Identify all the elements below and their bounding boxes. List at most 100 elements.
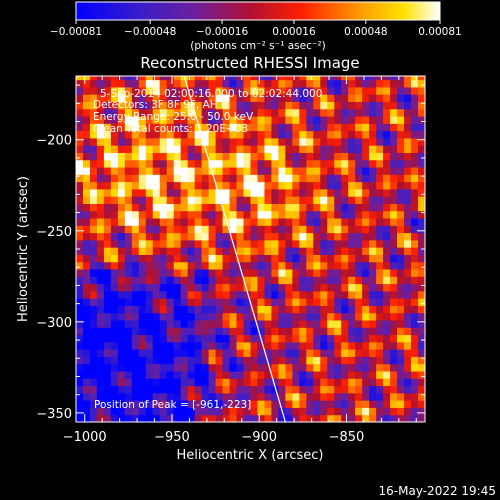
heatmap-cell bbox=[215, 407, 224, 416]
heatmap-cell bbox=[229, 232, 238, 241]
heatmap-cell bbox=[117, 203, 126, 212]
heatmap-cell bbox=[285, 261, 293, 270]
heatmap-cell bbox=[222, 108, 231, 117]
heatmap-cell bbox=[397, 145, 405, 153]
heatmap-cell bbox=[418, 341, 425, 350]
heatmap-cell bbox=[292, 320, 300, 328]
heatmap-cell bbox=[285, 174, 293, 183]
heatmap-cell bbox=[264, 76, 272, 81]
heatmap-cell bbox=[376, 327, 384, 336]
heatmap-cell bbox=[187, 137, 196, 146]
heatmap-cell bbox=[418, 356, 425, 365]
heatmap-cell bbox=[229, 225, 238, 234]
heatmap-cell bbox=[250, 203, 258, 212]
heatmap-cell bbox=[110, 123, 119, 132]
heatmap-cell bbox=[180, 407, 189, 416]
heatmap-cell bbox=[390, 247, 398, 255]
heatmap-cell bbox=[243, 378, 251, 387]
heatmap-cell bbox=[299, 181, 307, 190]
heatmap-cell bbox=[215, 188, 224, 197]
heatmap-cell bbox=[229, 218, 238, 226]
heatmap-cell bbox=[327, 349, 335, 357]
heatmap-cell bbox=[222, 137, 231, 146]
heatmap-cell bbox=[334, 174, 342, 183]
heatmap-cell bbox=[201, 123, 210, 132]
heatmap-cell bbox=[334, 334, 342, 343]
heatmap-cell bbox=[117, 349, 126, 357]
heatmap-cell bbox=[418, 130, 425, 139]
heatmap-cell bbox=[404, 86, 412, 95]
heatmap-cell bbox=[334, 116, 342, 124]
heatmap-cell bbox=[411, 283, 419, 292]
heatmap-cell bbox=[76, 312, 84, 321]
heatmap-cell bbox=[236, 225, 245, 234]
heatmap-cell bbox=[257, 320, 265, 328]
heatmap-cell bbox=[320, 145, 328, 153]
heatmap-cell bbox=[334, 188, 342, 197]
heatmap-cell bbox=[89, 407, 98, 416]
heatmap-cell bbox=[138, 94, 147, 102]
heatmap-cell bbox=[362, 225, 370, 234]
heatmap-cell bbox=[341, 159, 349, 168]
heatmap-cell bbox=[159, 363, 168, 372]
heatmap-cell bbox=[152, 218, 161, 226]
heatmap-cell bbox=[299, 276, 307, 285]
heatmap-cell bbox=[229, 130, 238, 139]
heatmap-cell bbox=[376, 116, 384, 124]
info-detectors: Detectors: 3F 8F 9F, AH 0 bbox=[93, 99, 228, 111]
heatmap-cell bbox=[243, 76, 251, 81]
heatmap-cell bbox=[404, 356, 412, 365]
heatmap-cell bbox=[243, 407, 251, 416]
heatmap-cell bbox=[397, 334, 405, 343]
heatmap-cell bbox=[76, 123, 84, 132]
heatmap-cell bbox=[76, 341, 84, 350]
heatmap-cell bbox=[173, 276, 182, 285]
heatmap-cell bbox=[110, 392, 119, 401]
heatmap-cell bbox=[229, 101, 238, 110]
heatmap-cell bbox=[404, 283, 412, 292]
heatmap-cell bbox=[89, 101, 98, 110]
heatmap-cell bbox=[292, 225, 300, 234]
heatmap-cell bbox=[103, 210, 112, 219]
heatmap-cell bbox=[250, 101, 258, 110]
heatmap-cell bbox=[76, 269, 84, 277]
heatmap-cell bbox=[404, 167, 412, 175]
heatmap-cell bbox=[89, 320, 98, 328]
heatmap-cell bbox=[110, 312, 119, 321]
heatmap-cell bbox=[166, 167, 175, 175]
heatmap-cell bbox=[229, 145, 238, 153]
heatmap-cell bbox=[355, 334, 363, 343]
heatmap-cell bbox=[131, 349, 140, 357]
heatmap-cell bbox=[404, 203, 412, 212]
heatmap-cell bbox=[187, 327, 196, 336]
heatmap-cell bbox=[313, 349, 321, 357]
heatmap-cell bbox=[369, 76, 377, 81]
heatmap-cell bbox=[145, 392, 154, 401]
heatmap-cell bbox=[418, 261, 425, 270]
heatmap-cell bbox=[411, 152, 419, 161]
heatmap-cell bbox=[278, 400, 286, 408]
heatmap-cell bbox=[145, 414, 154, 422]
heatmap-cell bbox=[159, 145, 168, 153]
heatmap-cell bbox=[348, 181, 356, 190]
heatmap-cell bbox=[278, 145, 286, 153]
heatmap-cell bbox=[138, 341, 147, 350]
heatmap-cell bbox=[82, 290, 91, 299]
heatmap-cell bbox=[383, 254, 391, 263]
heatmap-cell bbox=[320, 108, 328, 117]
heatmap-cell bbox=[362, 159, 370, 168]
heatmap-cell bbox=[166, 94, 175, 102]
heatmap-cell bbox=[383, 188, 391, 197]
heatmap-cell bbox=[355, 378, 363, 387]
heatmap-cell bbox=[299, 283, 307, 292]
heatmap-cell bbox=[334, 167, 342, 175]
heatmap-cell bbox=[355, 247, 363, 255]
heatmap-cell bbox=[173, 203, 182, 212]
heatmap-cell bbox=[376, 407, 384, 416]
heatmap-cell bbox=[243, 320, 251, 328]
heatmap-cell bbox=[82, 232, 91, 241]
heatmap-cell bbox=[383, 400, 391, 408]
heatmap-cell bbox=[369, 196, 377, 204]
heatmap-cell bbox=[418, 79, 425, 88]
heatmap-cell bbox=[299, 407, 307, 416]
